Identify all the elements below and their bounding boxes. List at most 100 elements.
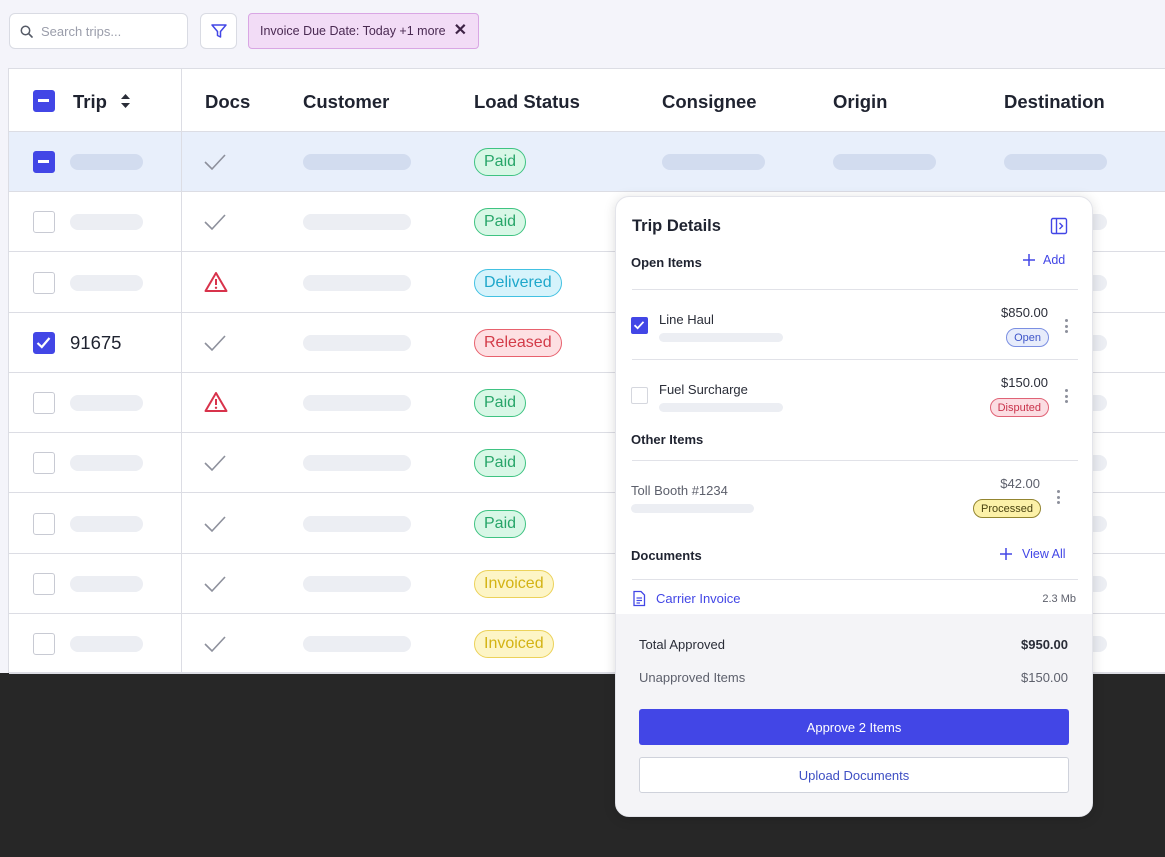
customer-skeleton [303,515,411,532]
row-checkbox[interactable] [33,572,55,595]
filter-chip-label: Invoice Due Date: Today +1 more [260,24,446,38]
toll-booth-name: Toll Booth #1234 [631,483,728,498]
load-status-pill: Paid [474,208,527,237]
docs-status [204,151,226,178]
add-item-label: Add [1043,253,1066,267]
close-icon[interactable]: ✕ [453,22,467,39]
divider [632,289,1078,290]
docs-status [204,633,226,660]
docs-status [204,391,228,418]
filter-chip[interactable]: Invoice Due Date: Today +1 more ✕ [248,13,479,49]
row-checkbox[interactable] [33,452,55,475]
fuel-surcharge-checkbox[interactable] [631,387,648,404]
header-consignee[interactable]: Consignee [662,91,757,112]
toll-booth-amount: $42.00 [1000,476,1040,491]
docs-status [204,211,226,238]
more-vertical-icon[interactable] [1057,490,1060,507]
upload-documents-button[interactable]: Upload Documents [639,757,1069,793]
customer-skeleton [303,214,411,231]
search-input[interactable] [41,23,181,39]
divider [632,359,1078,360]
docs-status [204,573,226,600]
add-item-button[interactable]: Add [1022,253,1065,267]
app-window: Invoice Due Date: Today +1 more ✕ Trip D… [0,0,1165,674]
more-vertical-icon[interactable] [1065,319,1068,336]
row-checkbox[interactable] [33,512,55,535]
fuel-surcharge-amount: $150.00 [1001,375,1048,390]
customer-skeleton [303,334,411,351]
row-checkbox[interactable] [33,211,55,234]
trip-details-panel: Trip Details Open Items Add Line Haul $8… [615,196,1093,817]
load-status-pill: Paid [474,449,527,478]
check-icon [36,337,51,349]
row-checkbox[interactable] [33,392,55,414]
check-icon [204,335,226,351]
unapproved-items-label: Unapproved Items [639,670,746,685]
header-destination[interactable]: Destination [1004,91,1105,112]
plus-icon [1023,254,1035,266]
customer-skeleton [303,455,411,472]
toll-booth-skeleton [631,504,754,513]
check-icon [204,576,226,592]
load-status-pill: Paid [474,509,527,538]
header-load-status[interactable]: Load Status [474,91,580,112]
trip-skeleton [70,214,143,231]
trip-skeleton [70,274,143,291]
divider [632,579,1078,580]
view-all-documents-button[interactable]: View All [999,547,1066,561]
status-badge: Open [1006,328,1049,347]
check-icon [204,515,226,532]
status-badge: Disputed [989,398,1049,417]
filter-icon [210,24,227,38]
customer-skeleton [303,636,411,652]
customer-skeleton [303,154,411,170]
trip-skeleton [70,636,143,652]
load-status-pill: Delivered [474,268,562,297]
panel-title: Trip Details [632,217,721,235]
check-icon [633,321,645,330]
header-customer[interactable]: Customer [303,91,390,112]
search-icon [20,25,33,38]
divider [632,460,1078,461]
trip-id[interactable]: 91675 [70,331,122,353]
destination-skeleton [1004,154,1107,170]
table-header: Trip Docs Customer Load Status Consignee… [9,69,1165,132]
warning-icon [204,271,228,292]
other-items-title: Other Items [631,432,704,447]
select-all-checkbox[interactable] [33,90,55,112]
trip-skeleton [70,455,143,472]
search-box[interactable] [9,13,188,49]
load-status-pill: Invoiced [474,569,554,598]
warning-icon [204,392,228,412]
line-haul-checkbox[interactable] [631,317,648,334]
row-checkbox[interactable] [33,271,55,294]
fuel-surcharge-name: Fuel Surcharge [659,382,748,397]
collapse-panel-icon[interactable] [1050,217,1068,235]
more-vertical-icon[interactable] [1065,389,1068,406]
open-items-title: Open Items [631,255,702,270]
row-checkbox[interactable] [33,331,55,354]
total-approved-value: $950.00 [1021,637,1068,652]
load-status-pill: Paid [474,389,527,417]
row-checkbox[interactable] [33,151,55,173]
line-haul-amount: $850.00 [1001,305,1048,320]
fuel-surcharge-skeleton [659,403,783,412]
customer-skeleton [303,395,411,411]
row-checkbox[interactable] [33,633,55,655]
sort-icon[interactable] [120,92,131,110]
docs-status [204,452,226,479]
check-icon [204,636,226,653]
header-trip[interactable]: Trip [73,91,107,112]
filter-button[interactable] [200,13,237,49]
table-row[interactable]: Paid [9,132,1165,192]
header-docs[interactable]: Docs [205,91,251,112]
panel-footer: Total Approved $950.00 Unapproved Items … [616,614,1092,816]
docs-status [204,513,226,540]
document-icon [633,590,646,607]
total-approved-label: Total Approved [639,637,726,652]
document-link[interactable]: Carrier Invoice [631,590,741,607]
load-status-pill: Released [474,328,562,357]
approve-items-button[interactable]: Approve 2 Items [639,709,1069,745]
check-icon [204,154,226,171]
header-origin[interactable]: Origin [833,91,888,112]
